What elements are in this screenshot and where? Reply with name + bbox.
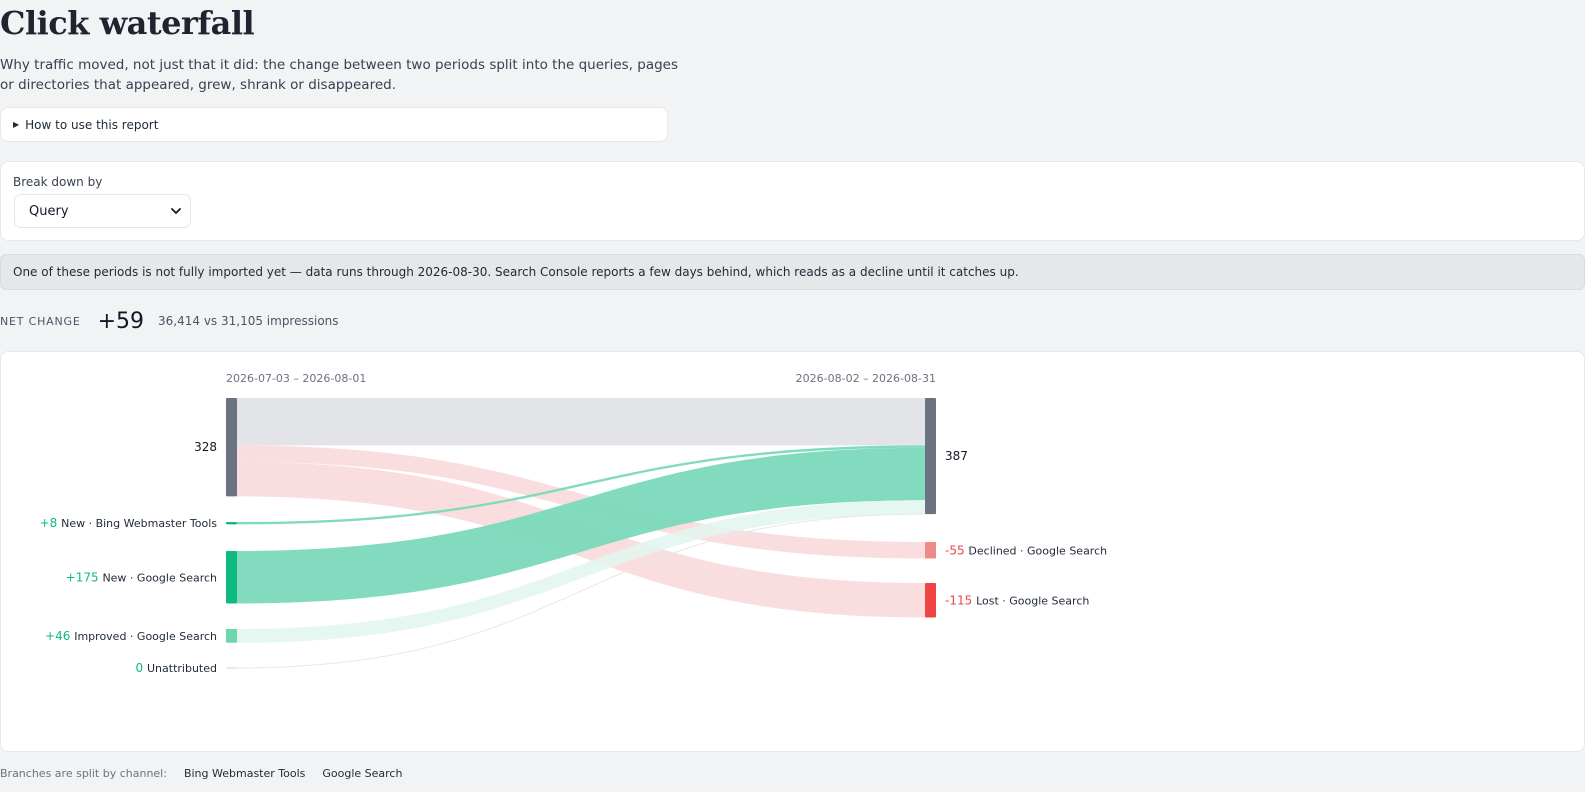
breakdown-selected-value: Query (29, 203, 69, 219)
retained-band (237, 398, 925, 446)
current-total-bar (925, 398, 936, 515)
gain-band (237, 500, 925, 643)
gain-node (226, 522, 237, 525)
gain-node (226, 629, 237, 643)
net-change-label: NET CHANGE (0, 314, 81, 328)
previous-total-bar (226, 398, 237, 497)
current-total-label: 387 (945, 449, 968, 463)
gain-node-label: +46 Improved · Google Search (45, 629, 217, 643)
gain-node-label: +8 New · Bing Webmaster Tools (40, 516, 218, 530)
waterfall-chart: 2026-07-03 – 2026-08-01 2026-08-02 – 2026… (40, 372, 1108, 675)
loss-node-label: -55 Declined · Google Search (945, 543, 1107, 557)
unattributed-band (236, 513, 926, 669)
previous-total-label: 328 (194, 440, 217, 454)
chevron-down-icon (171, 208, 181, 214)
channel-legend-item: Bing Webmaster Tools (183, 766, 306, 780)
gain-node-label: 0 Unattributed (136, 661, 217, 675)
gain-node-label: +175 New · Google Search (66, 570, 217, 584)
loss-node (925, 583, 936, 618)
waterfall-chart-card: 2026-07-03 – 2026-08-01 2026-08-02 – 2026… (0, 351, 1585, 752)
loss-node-label: -115 Lost · Google Search (945, 593, 1089, 607)
net-change-summary: NET CHANGE +59 36,414 vs 31,105 impressi… (0, 305, 339, 337)
impressions-comparison: 36,414 vs 31,105 impressions (158, 314, 339, 328)
breakdown-panel: Break down by Query (0, 161, 1585, 241)
gain-node (226, 551, 237, 604)
gain-band (237, 447, 925, 604)
page-title: Click waterfall (0, 4, 255, 42)
period-previous-label: 2026-07-03 – 2026-08-01 (226, 372, 366, 385)
loss-node (925, 542, 936, 559)
page-subtitle: Why traffic moved, not just that it did:… (0, 57, 679, 93)
how-to-use-disclosure[interactable]: ▶ How to use this report (0, 107, 668, 142)
disclosure-triangle-icon: ▶ (13, 120, 20, 129)
breakdown-label: Break down by (13, 175, 103, 189)
channel-legend-item: Google Search (322, 766, 403, 780)
how-to-use-label: How to use this report (25, 117, 159, 132)
breakdown-select[interactable]: Query (14, 194, 191, 228)
net-change-value: +59 (97, 308, 145, 334)
period-current-label: 2026-08-02 – 2026-08-31 (796, 372, 936, 385)
channel-legend-label: Branches are split by channel: (0, 766, 167, 780)
import-notice: One of these periods is not fully import… (0, 254, 1585, 290)
gain-band (237, 445, 925, 525)
channel-legend: Branches are split by channel: Bing Webm… (0, 764, 419, 782)
